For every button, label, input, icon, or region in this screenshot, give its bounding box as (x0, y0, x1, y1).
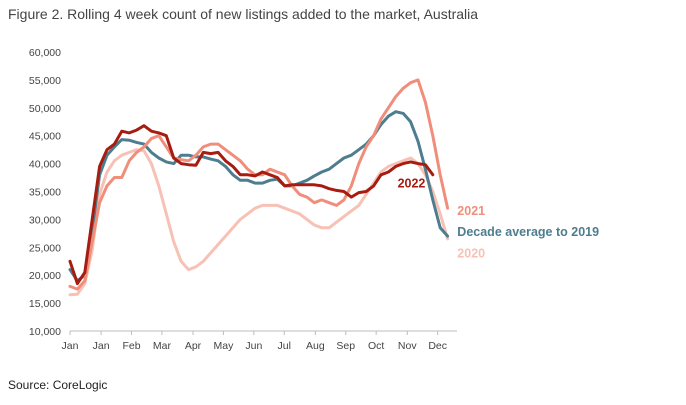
x-tick-label: Jan (62, 340, 79, 352)
x-tick-label: Jun (245, 340, 262, 352)
x-axis: Jan Jan Feb Mar Apr May Jun Jul Aug Sep Oct Nov Dec (62, 330, 457, 352)
series-label-2022: 2022 (398, 177, 426, 191)
source-note: Source: CoreLogic (8, 378, 108, 392)
y-tick-label: 45,000 (29, 131, 61, 143)
y-tick-label: 35,000 (29, 187, 61, 199)
y-tick-label: 25,000 (29, 242, 61, 254)
y-tick-label: 20,000 (29, 270, 61, 282)
y-tick-label: 50,000 (29, 103, 61, 115)
x-tick-label: Sep (336, 340, 355, 352)
x-tick-label: Apr (185, 340, 202, 352)
y-tick-label: 55,000 (29, 75, 61, 87)
series-label-2021: 2021 (457, 204, 485, 218)
x-tick-label: Nov (398, 340, 417, 352)
x-tick-label: Mar (153, 340, 172, 352)
series-line-2020 (68, 148, 450, 297)
x-tick-label: Jan (93, 340, 110, 352)
x-tick-label: Aug (306, 340, 325, 352)
y-axis: 10,000 15,000 20,000 25,000 30,000 35,000 40,0… (29, 47, 61, 338)
x-tick-label: Oct (368, 340, 384, 352)
series-label-2020: 2020 (457, 246, 485, 260)
x-tick-label: Jul (278, 340, 291, 352)
series-line-decade (68, 110, 450, 283)
x-tick-label: Dec (428, 340, 447, 352)
y-tick-label: 40,000 (29, 159, 61, 171)
chart-title: Figure 2. Rolling 4 week count of new li… (8, 6, 479, 22)
series-label-decade: Decade average to 2019 (457, 225, 599, 239)
x-tick-label: May (214, 340, 235, 352)
y-tick-label: 10,000 (29, 326, 61, 338)
y-tick-label: 30,000 (29, 214, 61, 226)
y-tick-label: 15,000 (29, 298, 61, 310)
series-lines (68, 78, 450, 297)
y-tick-label: 60,000 (29, 47, 61, 59)
series-line-2022 (68, 124, 435, 286)
x-tick-label: Feb (122, 340, 140, 352)
series-labels: 2022 2021 Decade average to 2019 2020 (398, 177, 600, 261)
